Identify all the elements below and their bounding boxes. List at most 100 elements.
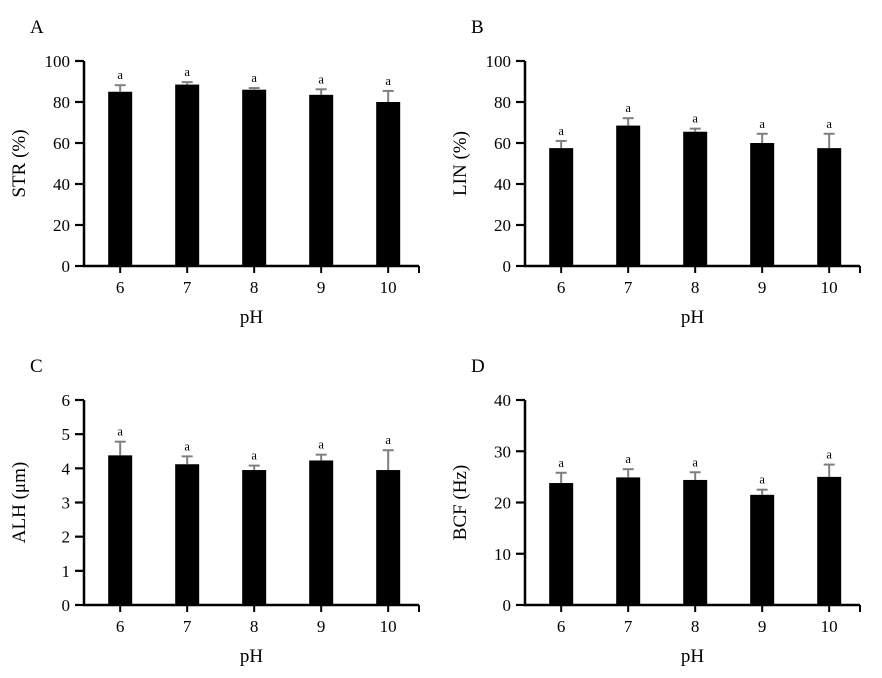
bar-ph-7 (175, 464, 200, 605)
x-axis-title: pH (681, 307, 705, 328)
panel-letter-c: C (30, 356, 43, 377)
bar-ph-10 (817, 476, 842, 605)
x-tick-label: 6 (116, 617, 125, 636)
bar-chart-panel-c: 0 1 2 3 4 5 6 6 7 8 9 10 a a a a a ALH (μm) pH C (9, 356, 420, 667)
y-tick-label: 20 (494, 216, 511, 235)
x-tick-label: 8 (250, 278, 259, 297)
x-tick-label: 6 (557, 278, 566, 297)
bar-ph-8 (683, 131, 708, 266)
bar-ph-10 (376, 102, 401, 266)
y-tick-label: 40 (494, 391, 511, 410)
significance-label: a (826, 448, 832, 462)
y-tick-label: 4 (62, 459, 71, 478)
bar-ph-7 (175, 84, 200, 266)
significance-label: a (385, 74, 391, 88)
significance-label: a (625, 452, 631, 466)
y-tick-label: 5 (62, 425, 71, 444)
bar-chart-panel-d: 0 10 20 30 40 6 7 8 9 10 a a a a a BCF (Hz) pH D (450, 356, 861, 667)
bar-chart-panel-a: 0 20 40 60 80 100 6 7 8 9 10 a a a a a STR (%) pH A (9, 17, 420, 328)
y-tick-label: 6 (62, 391, 71, 410)
x-tick-label: 8 (691, 617, 700, 636)
significance-label: a (251, 71, 257, 85)
bar-ph-9 (309, 94, 334, 266)
bar-ph-9 (309, 460, 334, 605)
bar-ph-8 (242, 89, 267, 266)
significance-label: a (117, 425, 123, 439)
y-tick-label: 40 (53, 175, 70, 194)
y-tick-label: 60 (494, 134, 511, 153)
significance-label: a (318, 72, 324, 86)
y-tick-label: 10 (494, 545, 511, 564)
significance-label: a (558, 456, 564, 470)
significance-label: a (625, 101, 631, 115)
y-tick-label: 100 (45, 52, 71, 71)
y-axis-title: ALH (μm) (9, 462, 30, 543)
x-tick-label: 8 (691, 278, 700, 297)
bar-ph-8 (242, 470, 267, 605)
y-tick-label: 20 (53, 216, 70, 235)
x-tick-label: 10 (380, 617, 397, 636)
bar-ph-10 (376, 470, 401, 605)
y-axis-title: STR (%) (9, 129, 30, 197)
x-tick-label: 6 (116, 278, 125, 297)
significance-label: a (184, 65, 190, 79)
x-tick-label: 7 (624, 617, 633, 636)
bar-ph-9 (750, 143, 775, 266)
y-tick-label: 20 (494, 494, 511, 513)
bar-chart-panel-b: 0 20 40 60 80 100 6 7 8 9 10 a a a a a LIN (%) pH B (450, 17, 861, 328)
y-tick-label: 0 (503, 596, 512, 615)
significance-label: a (692, 112, 698, 126)
x-axis-title: pH (681, 646, 705, 667)
bar-ph-7 (616, 125, 641, 266)
bar-ph-9 (750, 494, 775, 605)
x-tick-label: 10 (380, 278, 397, 297)
panel-letter-a: A (30, 17, 44, 38)
significance-label: a (318, 438, 324, 452)
significance-label: a (759, 473, 765, 487)
x-tick-label: 8 (250, 617, 259, 636)
significance-label: a (184, 439, 190, 453)
y-tick-label: 40 (494, 175, 511, 194)
y-tick-label: 60 (53, 134, 70, 153)
panel-letter-d: D (471, 356, 485, 377)
y-tick-label: 0 (62, 596, 71, 615)
significance-label: a (385, 433, 391, 447)
x-tick-label: 7 (624, 278, 633, 297)
x-tick-label: 10 (821, 278, 838, 297)
x-tick-label: 9 (317, 278, 326, 297)
x-tick-label: 7 (183, 278, 192, 297)
bar-ph-10 (817, 148, 842, 266)
y-tick-label: 100 (486, 52, 512, 71)
bar-ph-6 (549, 148, 574, 266)
x-tick-label: 6 (557, 617, 566, 636)
y-tick-label: 0 (62, 257, 71, 276)
y-tick-label: 30 (494, 442, 511, 461)
x-axis-title: pH (240, 307, 264, 328)
x-tick-label: 9 (758, 278, 767, 297)
bar-ph-7 (616, 477, 641, 605)
y-tick-label: 1 (62, 562, 71, 581)
significance-label: a (759, 117, 765, 131)
x-tick-label: 10 (821, 617, 838, 636)
x-tick-label: 9 (317, 617, 326, 636)
panel-letter-b: B (471, 17, 484, 38)
y-tick-label: 0 (503, 257, 512, 276)
y-axis-title: BCF (Hz) (450, 465, 471, 540)
x-tick-label: 9 (758, 617, 767, 636)
significance-label: a (117, 68, 123, 82)
y-tick-label: 2 (62, 528, 71, 547)
bar-ph-6 (108, 455, 133, 605)
x-axis-title: pH (240, 646, 264, 667)
y-tick-label: 80 (494, 93, 511, 112)
bar-ph-6 (108, 91, 133, 266)
y-tick-label: 80 (53, 93, 70, 112)
significance-label: a (826, 117, 832, 131)
significance-label: a (692, 455, 698, 469)
y-tick-label: 3 (62, 494, 71, 513)
x-tick-label: 7 (183, 617, 192, 636)
bar-ph-8 (683, 479, 708, 605)
y-axis-title: LIN (%) (450, 131, 471, 196)
bar-ph-6 (549, 483, 574, 605)
significance-label: a (251, 449, 257, 463)
